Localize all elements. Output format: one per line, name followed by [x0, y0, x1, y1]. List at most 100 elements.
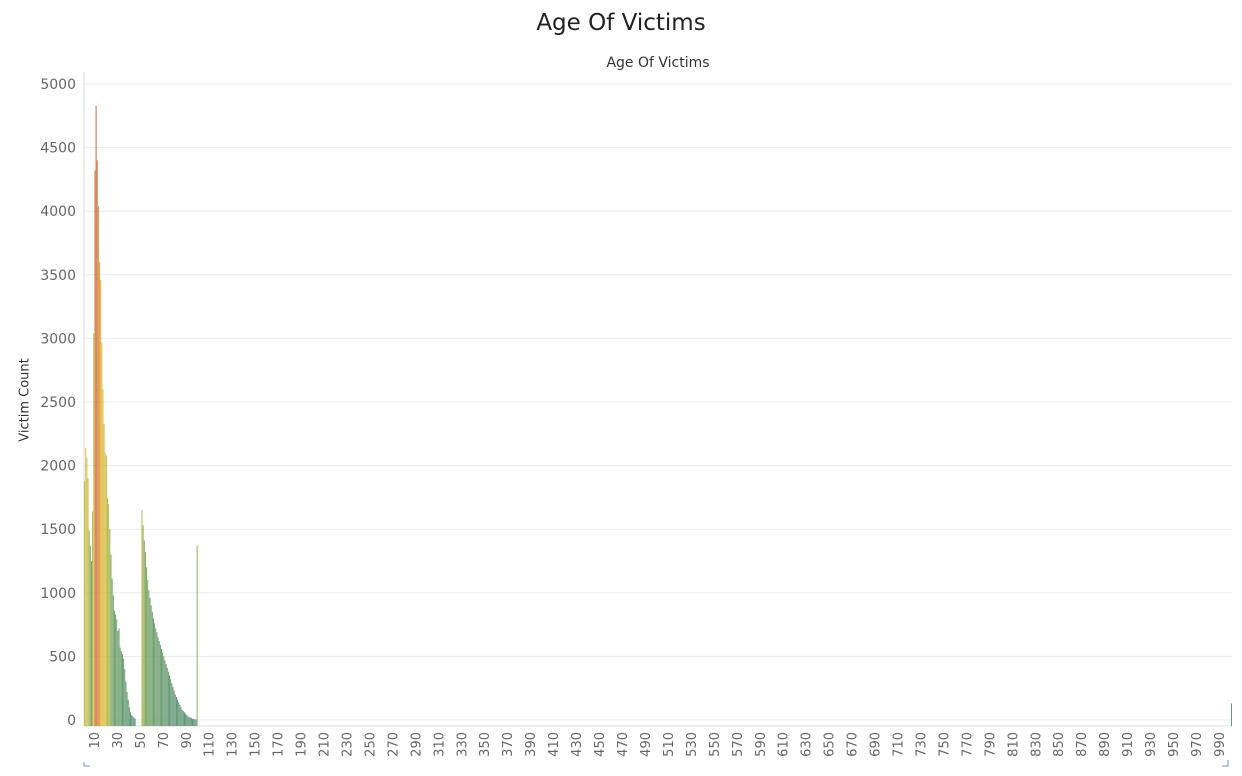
bar — [126, 692, 128, 726]
y-tick-label: 3500 — [40, 268, 76, 284]
x-tick-label: 70 — [157, 732, 172, 749]
bar — [148, 590, 150, 726]
bar — [196, 545, 198, 726]
bar — [153, 618, 154, 726]
bar — [119, 647, 121, 726]
page-title: Age Of Victims — [536, 10, 706, 36]
x-tick-label: 170 — [272, 732, 287, 757]
bar — [87, 478, 89, 726]
bar — [142, 525, 144, 726]
bar — [178, 702, 180, 726]
y-tick-label: 2500 — [40, 395, 76, 411]
bar — [174, 694, 176, 726]
x-tick-label: 550 — [708, 732, 723, 757]
bar — [112, 595, 114, 726]
x-tick-label: 310 — [432, 732, 447, 757]
bar — [89, 545, 91, 726]
bar — [173, 690, 175, 726]
bar — [189, 717, 191, 726]
x-tick-label: 90 — [180, 732, 195, 749]
x-tick-label: 230 — [340, 732, 355, 757]
x-tick-label: 110 — [203, 732, 218, 757]
x-tick-label: 290 — [409, 732, 424, 757]
x-tick-label: 710 — [892, 732, 907, 757]
x-tick-label: 910 — [1121, 732, 1136, 757]
bar — [1231, 703, 1232, 726]
x-tick-label: 150 — [249, 732, 264, 757]
bar — [175, 697, 177, 726]
x-tick-label: 770 — [960, 732, 975, 757]
bar — [104, 452, 106, 726]
y-tick-label: 0 — [67, 713, 76, 729]
bar — [167, 671, 169, 726]
bar — [149, 597, 151, 726]
x-tick-label: 850 — [1052, 732, 1067, 757]
bar — [169, 675, 170, 726]
bar — [85, 447, 87, 726]
bar — [188, 716, 190, 726]
x-tick-label: 530 — [685, 732, 700, 757]
bar — [127, 699, 129, 726]
bar — [154, 623, 156, 726]
bar — [170, 679, 172, 726]
x-tick-label: 570 — [731, 732, 746, 757]
y-tick-label: 2000 — [40, 459, 76, 475]
bar — [118, 628, 120, 726]
x-tick-label: 210 — [318, 732, 333, 757]
x-tick-label: 350 — [478, 732, 493, 757]
x-tick-label: 190 — [295, 732, 310, 757]
bar — [190, 718, 192, 726]
bar — [130, 712, 131, 726]
x-tick-label: 630 — [800, 732, 815, 757]
x-tick-label: 790 — [983, 732, 998, 757]
bar — [93, 333, 95, 726]
bar — [186, 714, 188, 726]
x-tick-label: 450 — [593, 732, 608, 757]
bar — [161, 648, 162, 726]
bar — [146, 567, 148, 726]
bar — [91, 561, 92, 726]
bar — [102, 389, 104, 726]
x-tick-label: 510 — [662, 732, 677, 757]
x-tick-label: 930 — [1144, 732, 1159, 757]
y-tick-label: 1000 — [40, 586, 76, 602]
bar — [179, 704, 181, 726]
bar — [117, 630, 119, 726]
bar — [155, 628, 157, 726]
y-tick-label: 1500 — [40, 522, 76, 538]
bar — [193, 718, 195, 726]
bar — [185, 713, 187, 726]
bar — [101, 342, 103, 726]
x-tick-label: 430 — [570, 732, 585, 757]
bar — [187, 716, 189, 726]
bar — [107, 497, 109, 726]
x-tick-label: 470 — [616, 732, 631, 757]
x-tick-label: 730 — [914, 732, 929, 757]
bar — [132, 716, 134, 726]
x-tick-label: 950 — [1167, 732, 1182, 757]
bar — [97, 206, 99, 727]
bar — [103, 423, 105, 726]
bar — [180, 707, 182, 726]
bar — [99, 262, 100, 726]
bar — [105, 455, 107, 726]
bar — [164, 660, 166, 726]
bar — [181, 709, 183, 726]
bar — [165, 664, 167, 726]
bar — [162, 652, 164, 726]
bar — [88, 530, 90, 726]
y-tick-label: 5000 — [40, 77, 76, 93]
bar — [123, 658, 125, 726]
bar — [116, 619, 118, 726]
bar — [108, 503, 110, 726]
bar — [122, 653, 123, 726]
x-tick-label: 370 — [501, 732, 516, 757]
x-tick-label: 750 — [937, 732, 952, 757]
bar — [124, 669, 126, 726]
bar — [100, 279, 102, 726]
x-tick-label: 30 — [111, 732, 126, 749]
bar — [111, 578, 113, 726]
x-tick-label: 10 — [88, 732, 103, 749]
bar — [133, 717, 135, 726]
x-tick-label: 130 — [226, 732, 241, 757]
